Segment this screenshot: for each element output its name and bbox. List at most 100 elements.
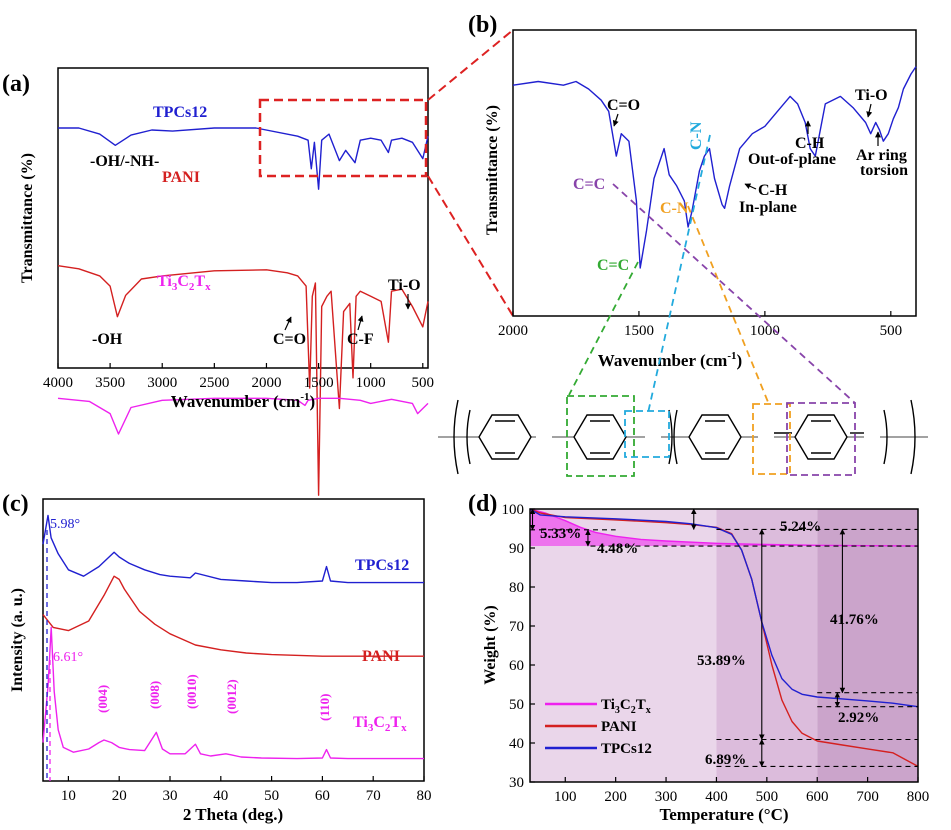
panel-d-label: (d)	[468, 491, 497, 517]
panel-a-x-tick-label-2500: 2500	[199, 375, 229, 391]
panel-d-shade-region-1	[530, 509, 717, 782]
panel-b-arrow-ch-in	[744, 183, 757, 190]
panel-c-miller-008: (008)	[147, 681, 162, 709]
panel-b-ylabel: Transmittance (%)	[484, 105, 501, 235]
legend-label-pani: PANI	[601, 719, 637, 735]
panel-a-ylabel: Transmittance (%)	[19, 153, 36, 283]
panel-c-x-tick-label-40: 40	[213, 788, 228, 804]
panel-a-legend-pani: PANI	[162, 169, 200, 186]
panel-b-annot-cn-vertical: C-N	[688, 121, 705, 150]
panel-a-xlabel: Wavenumber (cm-1)	[171, 391, 315, 411]
structure-atoms	[536, 428, 880, 446]
panel-a-line-TPCs12	[58, 127, 429, 190]
panel-b-annot-ch-out: C-H	[795, 135, 825, 152]
panel-b-annot-ar2: torsion	[860, 162, 908, 179]
panel-a-zoom-box	[258, 98, 428, 178]
panel-b-x-tick-label-1000: 1000	[750, 323, 780, 339]
panel-b-x-tick-label-500: 500	[880, 323, 903, 339]
structure-paren-1-open	[466, 409, 471, 465]
panel-c-x-tick-label-60: 60	[315, 788, 330, 804]
panel-b-x-tick-label-2000: 2000	[498, 323, 528, 339]
panel-b-arrow-co	[612, 113, 619, 127]
panel-a-series	[57, 127, 429, 496]
connector-cyan	[647, 134, 711, 414]
panel-d-y-tick-label-90: 90	[509, 541, 524, 557]
panel-c-ylabel: Intensity (a. u.)	[9, 588, 26, 692]
panel-d-ylabel: Weight (%)	[482, 605, 499, 685]
panel-c-miller-110: (110)	[317, 694, 332, 721]
panel-a-annot-oh: -OH	[92, 331, 123, 348]
structure-bracket-right-outer	[910, 399, 916, 475]
panel-d-y-tick-label-30: 30	[509, 775, 524, 791]
panel-a-x-tick-label-500: 500	[412, 375, 435, 391]
structure-box-cyan	[624, 410, 670, 458]
panel-c-x-tick-label-80: 80	[417, 788, 432, 804]
panel-d-y-tick-label-50: 50	[509, 697, 524, 713]
panel-a-line-PANI	[57, 265, 429, 496]
panel-b-arrow-tio	[866, 103, 873, 118]
panel-a-arrow-cf	[357, 315, 364, 331]
panel-a-x-tick-label-2000: 2000	[251, 375, 281, 391]
panel-b-x-tick-label-1500: 1500	[624, 323, 654, 339]
panel-a-x-tick-label-3500: 3500	[95, 375, 125, 391]
panel-b-x-ticks: 2000 1500 1000 500	[498, 311, 902, 339]
panel-d-x-tick-label-500: 500	[756, 789, 779, 805]
panel-d-y-tick-label-40: 40	[509, 736, 524, 752]
panel-c-x-tick-label-50: 50	[264, 788, 279, 804]
panel-b-annot-ch-in: C-H	[758, 182, 788, 199]
panel-b-annot-tio: Ti-O	[855, 87, 888, 104]
panel-b-annot-ar1: Ar ring	[856, 147, 907, 164]
panel-a-line-Ti3C2Tx	[57, 397, 429, 435]
panel-d: (d) 100 200 300 400 500 600 700 800 30 40 50 60 70 80…	[468, 491, 929, 824]
structure-ring-2	[573, 414, 627, 460]
structure-box-green	[566, 395, 635, 477]
panel-d-x-tick-label-600: 600	[806, 789, 829, 805]
panel-c-x-tick-label-20: 20	[112, 788, 127, 804]
panel-d-x-tick-label-100: 100	[554, 789, 577, 805]
panel-d-annot-4176: 41.76%	[830, 612, 879, 628]
panel-a-x-tick-label-3000: 3000	[147, 375, 177, 391]
panel-d-x-tick-label-400: 400	[705, 789, 728, 805]
panel-c: (c) 10 20 30 40 50 60 70 80 5.98° 6.61° TPCs12 …	[2, 491, 432, 824]
panel-d-y-tick-label-100: 100	[502, 502, 525, 518]
panel-a-x-tick-label-1500: 1500	[304, 375, 334, 391]
structure-paren-2-open	[673, 409, 678, 465]
panel-d-y-tick-label-70: 70	[509, 619, 524, 635]
panel-a-frame	[57, 67, 429, 369]
panel-b-xlabel: Wavenumber (cm-1)	[598, 350, 742, 370]
panel-c-x-tick-label-10: 10	[61, 788, 76, 804]
panel-b-label: (b)	[468, 12, 497, 38]
panel-d-x-tick-label-300: 300	[655, 789, 678, 805]
legend-label-ti: Ti3C2Tx	[601, 697, 651, 716]
panel-d-x-tick-label-200: 200	[604, 789, 627, 805]
panel-c-peak-tpcs: 5.98°	[50, 517, 80, 532]
panel-c-legend-ti: Ti3C2Tx	[353, 714, 407, 734]
panel-d-annot-689: 6.89%	[705, 752, 746, 768]
connector-green	[568, 261, 639, 396]
panel-c-xlabel: 2 Theta (deg.)	[183, 805, 283, 824]
panel-d-annotation-lines	[529, 508, 918, 767]
structure-bracket-left-outer	[453, 399, 459, 475]
panel-b-line-TPCs12	[512, 66, 917, 269]
panel-d-y-tick-label-60: 60	[509, 658, 524, 674]
zoom-connector-top	[427, 29, 514, 101]
legend-label-tpcs: TPCs12	[601, 741, 652, 757]
panel-d-y-tick-label-80: 80	[509, 580, 524, 596]
connector-purple	[612, 183, 856, 404]
panel-a-x-tick-label-4000: 4000	[43, 375, 73, 391]
panel-c-frame	[42, 498, 425, 782]
panel-d-x-tick-label-800: 800	[907, 789, 930, 805]
panel-c-line-Ti3C2Tx	[42, 626, 424, 760]
panel-c-series	[42, 514, 424, 760]
panel-a-x-ticks: 4000 3500 3000 2500 2000 1500 1000 500	[43, 363, 434, 391]
structure-box-purple	[786, 402, 856, 476]
panel-c-label: (c)	[2, 491, 29, 517]
panel-d-annot-448: 4.48%	[597, 541, 638, 557]
panel-c-miller-0010: (0010)	[184, 674, 199, 709]
panel-a-label: (a)	[2, 71, 30, 97]
panel-d-shading	[530, 509, 918, 782]
panel-d-line-Ti3C2Tx	[529, 508, 919, 547]
panel-c-line-PANI	[42, 575, 424, 657]
panel-b-annot-co: C=O	[607, 97, 640, 114]
